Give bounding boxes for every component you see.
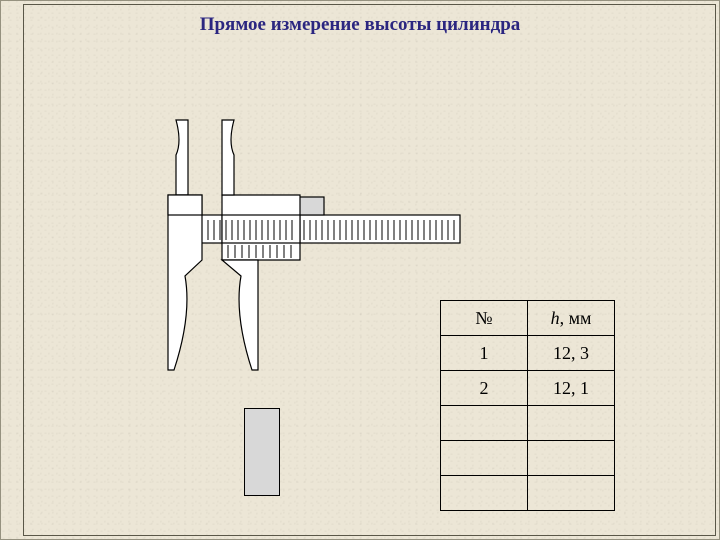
measurements-table: № h, мм 1 12, 3 2 12, 1	[440, 300, 615, 511]
col-header-height: h, мм	[528, 301, 615, 336]
table-row	[441, 406, 615, 441]
cell-h: 12, 1	[528, 371, 615, 406]
table-row	[441, 441, 615, 476]
cell-n: 2	[441, 371, 528, 406]
cell-n: 1	[441, 336, 528, 371]
page-title: Прямое измерение высоты цилиндра	[0, 14, 720, 36]
sample-cylinder	[244, 408, 280, 496]
col-header-number: №	[441, 301, 528, 336]
cell-n	[441, 441, 528, 476]
cell-h	[528, 476, 615, 511]
cell-h	[528, 406, 615, 441]
cell-n	[441, 476, 528, 511]
cell-h	[528, 441, 615, 476]
caliper-diagram	[130, 100, 470, 395]
table-row: 2 12, 1	[441, 371, 615, 406]
cell-n	[441, 406, 528, 441]
table-row	[441, 476, 615, 511]
height-var: h	[551, 308, 560, 328]
table-row: 1 12, 3	[441, 336, 615, 371]
cell-h: 12, 3	[528, 336, 615, 371]
height-unit: , мм	[560, 308, 592, 328]
